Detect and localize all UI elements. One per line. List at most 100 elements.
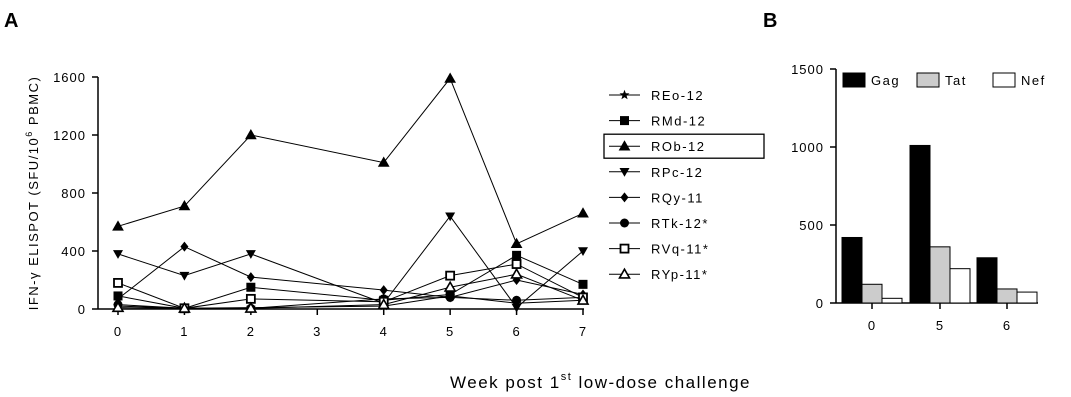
point-rob-12-w4 <box>377 156 390 167</box>
point-rmd-12-w6-shape <box>512 250 522 260</box>
point-ryp-11-w7 <box>576 293 590 305</box>
panel-b-bar-chart: 0 500 1000 1500 0 5 6 Gag Tat Nef <box>791 62 1046 333</box>
point-rvq-11-w6 <box>511 259 522 269</box>
panel-a-x-tick-label-7: 7 <box>579 324 587 339</box>
legend-marker-ryp-11 <box>618 267 631 279</box>
legend-entry-tat: Tat <box>916 72 967 88</box>
point-rvq-11-w5 <box>445 270 456 281</box>
panel-a-ylabel-suffix: PBMC) <box>26 76 41 131</box>
legend-label-rtk-12: RTk-12* <box>651 216 709 231</box>
legend-highlight-box <box>603 133 765 159</box>
panel-a-y-tick-label-1200: 1200 <box>53 128 86 143</box>
panel-a-legend: REo-12 RMd-12 ROb-12 RPc-12 RQy-11 RTk-12* RVq… <box>603 88 765 282</box>
panel-b-y-ticks: 0 500 1000 1500 <box>791 62 836 311</box>
legend-label-rob-12: ROb-12 <box>651 139 706 154</box>
shared-x-axis-title: Week post 1st low-dose challenge <box>450 371 751 392</box>
panel-b-x-tick-label-5: 5 <box>936 318 944 333</box>
legend-entry-ryp-11: RYp-11* <box>609 267 707 282</box>
panel-a-x-ticks: 0 1 2 3 4 5 6 7 <box>114 309 587 339</box>
legend-swatch-nef <box>992 72 1016 88</box>
panel-a-y-tick-label-800: 800 <box>61 186 86 201</box>
point-rob-12-w5-shape <box>444 72 457 83</box>
bar-nef-week-6 <box>1016 291 1038 304</box>
legend-swatch-tat <box>916 72 940 88</box>
point-rpc-12-w6 <box>511 303 522 313</box>
point-rob-12-w2-shape <box>244 128 257 140</box>
point-rob-12-w0-shape <box>112 220 124 231</box>
legend-label-rqy-11: RQy-11 <box>651 190 704 205</box>
point-rqy-11-w1 <box>180 241 189 252</box>
point-ryp-11-w0 <box>111 300 125 313</box>
panel-a-x-tick-label-4: 4 <box>380 324 388 339</box>
point-rpc-12-w7 <box>578 247 588 256</box>
point-rpc-12-w1-shape <box>179 271 190 281</box>
point-rpc-12-w0 <box>113 250 123 259</box>
panel-a-y-tick-label-1600: 1600 <box>53 70 86 85</box>
point-rob-12-w6-shape <box>510 237 523 248</box>
point-ryp-11-w4-shape <box>377 298 391 310</box>
panel-b-y-tick-label-1000: 1000 <box>791 140 824 155</box>
point-rob-12-w1-shape <box>178 200 191 211</box>
point-ryp-11-w6-shape <box>510 267 523 279</box>
panel-a-line-chart: 0 400 800 1200 1600 0 1 2 3 4 5 6 7 IFN-γ ELISPOT (… <box>24 70 765 339</box>
point-ryp-11-w1 <box>178 301 191 313</box>
legend-label-reo-12: REo-12 <box>651 88 704 103</box>
point-ryp-11-w7-shape <box>576 293 590 305</box>
series-rqy-11 <box>114 241 587 304</box>
legend-label-rpc-12: RPc-12 <box>651 165 703 180</box>
panel-a-x-tick-label-6: 6 <box>512 324 520 339</box>
xlabel-prefix: Week post 1 <box>450 373 561 392</box>
legend-entry-rtk-12: RTk-12* <box>609 216 709 231</box>
legend-marker-rob-12-shape <box>618 140 631 151</box>
point-rmd-12-w2 <box>246 282 256 292</box>
legend-marker-rvq-11 <box>619 243 630 254</box>
point-rob-12-w6 <box>510 237 523 248</box>
bar-tat-week-6 <box>996 288 1018 304</box>
panel-a-y-ticks: 0 400 800 1200 1600 <box>53 70 98 317</box>
panel-b-y-tick-label-500: 500 <box>799 218 824 233</box>
legend-label-nef: Nef <box>1021 73 1046 88</box>
point-rtk-12-w6-shape <box>512 295 522 305</box>
panel-a-series <box>111 72 590 314</box>
legend-marker-rpc-12 <box>619 168 630 177</box>
legend-entry-nef: Nef <box>992 72 1046 88</box>
legend-label-rmd-12: RMd-12 <box>651 114 706 129</box>
legend-marker-rmd-12 <box>620 116 629 126</box>
panel-b-letter: B <box>763 10 777 32</box>
bar-tat-week-0 <box>861 283 883 304</box>
panel-b-x-tick-label-0: 0 <box>868 318 876 333</box>
panel-b-y-tick-label-0: 0 <box>816 296 824 311</box>
legend-entry-gag: Gag <box>842 72 899 88</box>
point-rob-12-w2 <box>244 128 257 140</box>
point-rqy-11-w2-shape <box>246 272 255 283</box>
series-ryp-11 <box>111 267 590 313</box>
series-rob-12 <box>112 72 589 248</box>
legend-label-tat: Tat <box>945 73 967 88</box>
legend-marker-ryp-11-shape <box>618 267 631 279</box>
panel-a-x-tick-label-1: 1 <box>180 324 188 339</box>
point-rpc-12-w0-shape <box>113 250 123 259</box>
legend-entry-rob-12: ROb-12 <box>603 133 765 159</box>
bar-gag-week-0 <box>841 236 863 304</box>
legend-swatch-gag <box>842 72 866 88</box>
point-rvq-11-w2 <box>245 293 256 304</box>
panel-b-legend: Gag Tat Nef <box>842 72 1046 88</box>
point-rpc-12-w5 <box>445 212 456 222</box>
point-rqy-11-w4 <box>379 285 388 296</box>
panel-a-ylabel-sup: 6 <box>24 130 34 137</box>
xlabel-suffix: low-dose challenge <box>572 373 751 392</box>
bar-gag-week-6 <box>976 257 998 304</box>
point-ryp-11-w6 <box>510 267 523 279</box>
point-rmd-12-w7-shape <box>578 279 588 289</box>
legend-entry-rvq-11: RVq-11* <box>609 242 708 257</box>
point-rob-12-w4-shape <box>377 156 390 167</box>
panel-a-letter: A <box>4 10 18 32</box>
point-ryp-11-w0-shape <box>111 300 125 313</box>
point-rtk-12-w6 <box>512 295 522 305</box>
point-rpc-12-w1 <box>179 271 190 281</box>
point-rvq-11-w2-shape <box>245 293 256 304</box>
point-ryp-11-w4 <box>377 298 391 310</box>
bar-nef-week-0 <box>881 297 903 304</box>
panel-a-ylabel-prefix: IFN-γ ELISPOT (SFU/10 <box>26 137 41 311</box>
